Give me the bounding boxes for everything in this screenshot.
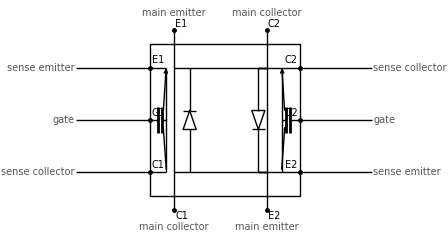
Text: sense emitter: sense emitter (373, 167, 441, 177)
Text: main collector: main collector (139, 222, 209, 232)
Text: C1: C1 (152, 160, 165, 170)
Text: sense collector: sense collector (1, 167, 75, 177)
Text: main collector: main collector (232, 8, 302, 18)
Text: G2: G2 (284, 108, 298, 118)
Text: E2: E2 (285, 160, 298, 170)
Text: E1: E1 (152, 55, 164, 66)
Text: gate: gate (373, 115, 396, 125)
Text: gate: gate (52, 115, 75, 125)
Text: main emitter: main emitter (235, 222, 299, 232)
Text: E2: E2 (268, 211, 280, 221)
Text: C2: C2 (285, 55, 298, 66)
Text: E1: E1 (175, 19, 188, 29)
Text: C2: C2 (268, 19, 281, 29)
Text: sense collector: sense collector (373, 63, 447, 73)
Text: C1: C1 (175, 211, 188, 221)
Text: G1: G1 (152, 108, 165, 118)
Text: main emitter: main emitter (142, 8, 206, 18)
Text: sense emitter: sense emitter (7, 63, 75, 73)
Bar (150, 44, 300, 196)
